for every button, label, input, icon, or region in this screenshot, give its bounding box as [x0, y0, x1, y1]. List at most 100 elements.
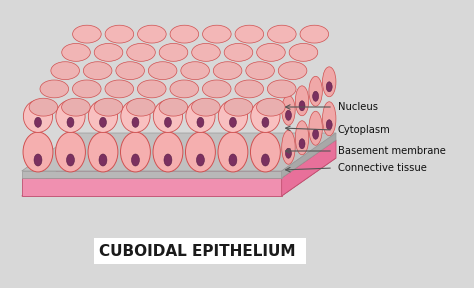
Ellipse shape: [309, 76, 322, 106]
Ellipse shape: [300, 25, 328, 43]
Ellipse shape: [219, 100, 247, 132]
Ellipse shape: [23, 132, 53, 172]
Ellipse shape: [191, 98, 220, 116]
Ellipse shape: [262, 117, 269, 127]
Ellipse shape: [186, 100, 215, 132]
Ellipse shape: [51, 62, 80, 79]
Ellipse shape: [116, 62, 145, 79]
Ellipse shape: [159, 43, 188, 61]
Ellipse shape: [267, 80, 296, 98]
Ellipse shape: [159, 98, 188, 116]
Ellipse shape: [73, 25, 101, 43]
Polygon shape: [282, 133, 336, 178]
Ellipse shape: [127, 98, 155, 116]
Ellipse shape: [62, 43, 91, 61]
Text: Basement membrane: Basement membrane: [338, 146, 446, 156]
Ellipse shape: [131, 154, 139, 166]
Ellipse shape: [313, 91, 319, 101]
Ellipse shape: [121, 100, 150, 132]
Ellipse shape: [170, 25, 199, 43]
Ellipse shape: [170, 80, 199, 98]
Ellipse shape: [285, 110, 292, 120]
Text: Cytoplasm: Cytoplasm: [338, 125, 391, 135]
Ellipse shape: [285, 148, 292, 158]
Ellipse shape: [137, 80, 166, 98]
Ellipse shape: [282, 130, 295, 164]
Text: Connective tissue: Connective tissue: [338, 163, 427, 173]
Ellipse shape: [246, 62, 274, 79]
Ellipse shape: [322, 67, 336, 97]
Polygon shape: [282, 140, 336, 196]
Ellipse shape: [185, 132, 215, 172]
Ellipse shape: [256, 43, 285, 61]
Ellipse shape: [299, 139, 305, 149]
Ellipse shape: [132, 117, 139, 127]
Ellipse shape: [164, 117, 172, 127]
Ellipse shape: [229, 154, 237, 166]
Ellipse shape: [105, 80, 134, 98]
Polygon shape: [22, 133, 336, 171]
Ellipse shape: [34, 154, 42, 166]
Ellipse shape: [100, 117, 107, 127]
Ellipse shape: [313, 129, 319, 139]
Ellipse shape: [256, 98, 285, 116]
Ellipse shape: [218, 132, 248, 172]
Ellipse shape: [224, 43, 253, 61]
Ellipse shape: [295, 86, 309, 116]
Ellipse shape: [94, 98, 123, 116]
Ellipse shape: [88, 132, 118, 172]
Ellipse shape: [278, 62, 307, 79]
Ellipse shape: [35, 117, 41, 127]
Ellipse shape: [213, 62, 242, 79]
Polygon shape: [22, 171, 282, 178]
Ellipse shape: [309, 111, 322, 145]
Ellipse shape: [251, 100, 280, 132]
Ellipse shape: [235, 80, 264, 98]
Polygon shape: [22, 158, 336, 196]
Ellipse shape: [66, 154, 74, 166]
Ellipse shape: [295, 121, 309, 155]
Ellipse shape: [289, 43, 318, 61]
Ellipse shape: [120, 132, 150, 172]
Text: CUBOIDAL EPITHELIUM: CUBOIDAL EPITHELIUM: [100, 245, 296, 259]
Ellipse shape: [153, 100, 182, 132]
FancyBboxPatch shape: [94, 238, 306, 264]
Ellipse shape: [235, 25, 264, 43]
Ellipse shape: [88, 100, 118, 132]
Ellipse shape: [191, 43, 220, 61]
Ellipse shape: [202, 80, 231, 98]
Ellipse shape: [250, 132, 280, 172]
Ellipse shape: [322, 102, 336, 136]
Ellipse shape: [267, 25, 296, 43]
Ellipse shape: [29, 98, 58, 116]
Ellipse shape: [197, 154, 204, 166]
Ellipse shape: [40, 80, 69, 98]
Ellipse shape: [148, 62, 177, 79]
Ellipse shape: [326, 82, 332, 92]
Ellipse shape: [229, 117, 237, 127]
Ellipse shape: [105, 25, 134, 43]
Ellipse shape: [282, 95, 295, 125]
Ellipse shape: [299, 101, 305, 111]
Ellipse shape: [56, 100, 85, 132]
Ellipse shape: [181, 62, 210, 79]
Ellipse shape: [83, 62, 112, 79]
Ellipse shape: [137, 25, 166, 43]
Ellipse shape: [127, 43, 155, 61]
Ellipse shape: [164, 154, 172, 166]
Ellipse shape: [326, 120, 332, 130]
Ellipse shape: [197, 117, 204, 127]
Ellipse shape: [94, 43, 123, 61]
Ellipse shape: [23, 100, 53, 132]
Ellipse shape: [202, 25, 231, 43]
Ellipse shape: [153, 132, 183, 172]
Polygon shape: [22, 178, 282, 196]
Ellipse shape: [73, 80, 101, 98]
Ellipse shape: [224, 98, 253, 116]
Ellipse shape: [62, 98, 90, 116]
Ellipse shape: [262, 154, 269, 166]
Ellipse shape: [55, 132, 85, 172]
Ellipse shape: [67, 117, 74, 127]
Text: Nucleus: Nucleus: [338, 102, 378, 112]
Ellipse shape: [99, 154, 107, 166]
